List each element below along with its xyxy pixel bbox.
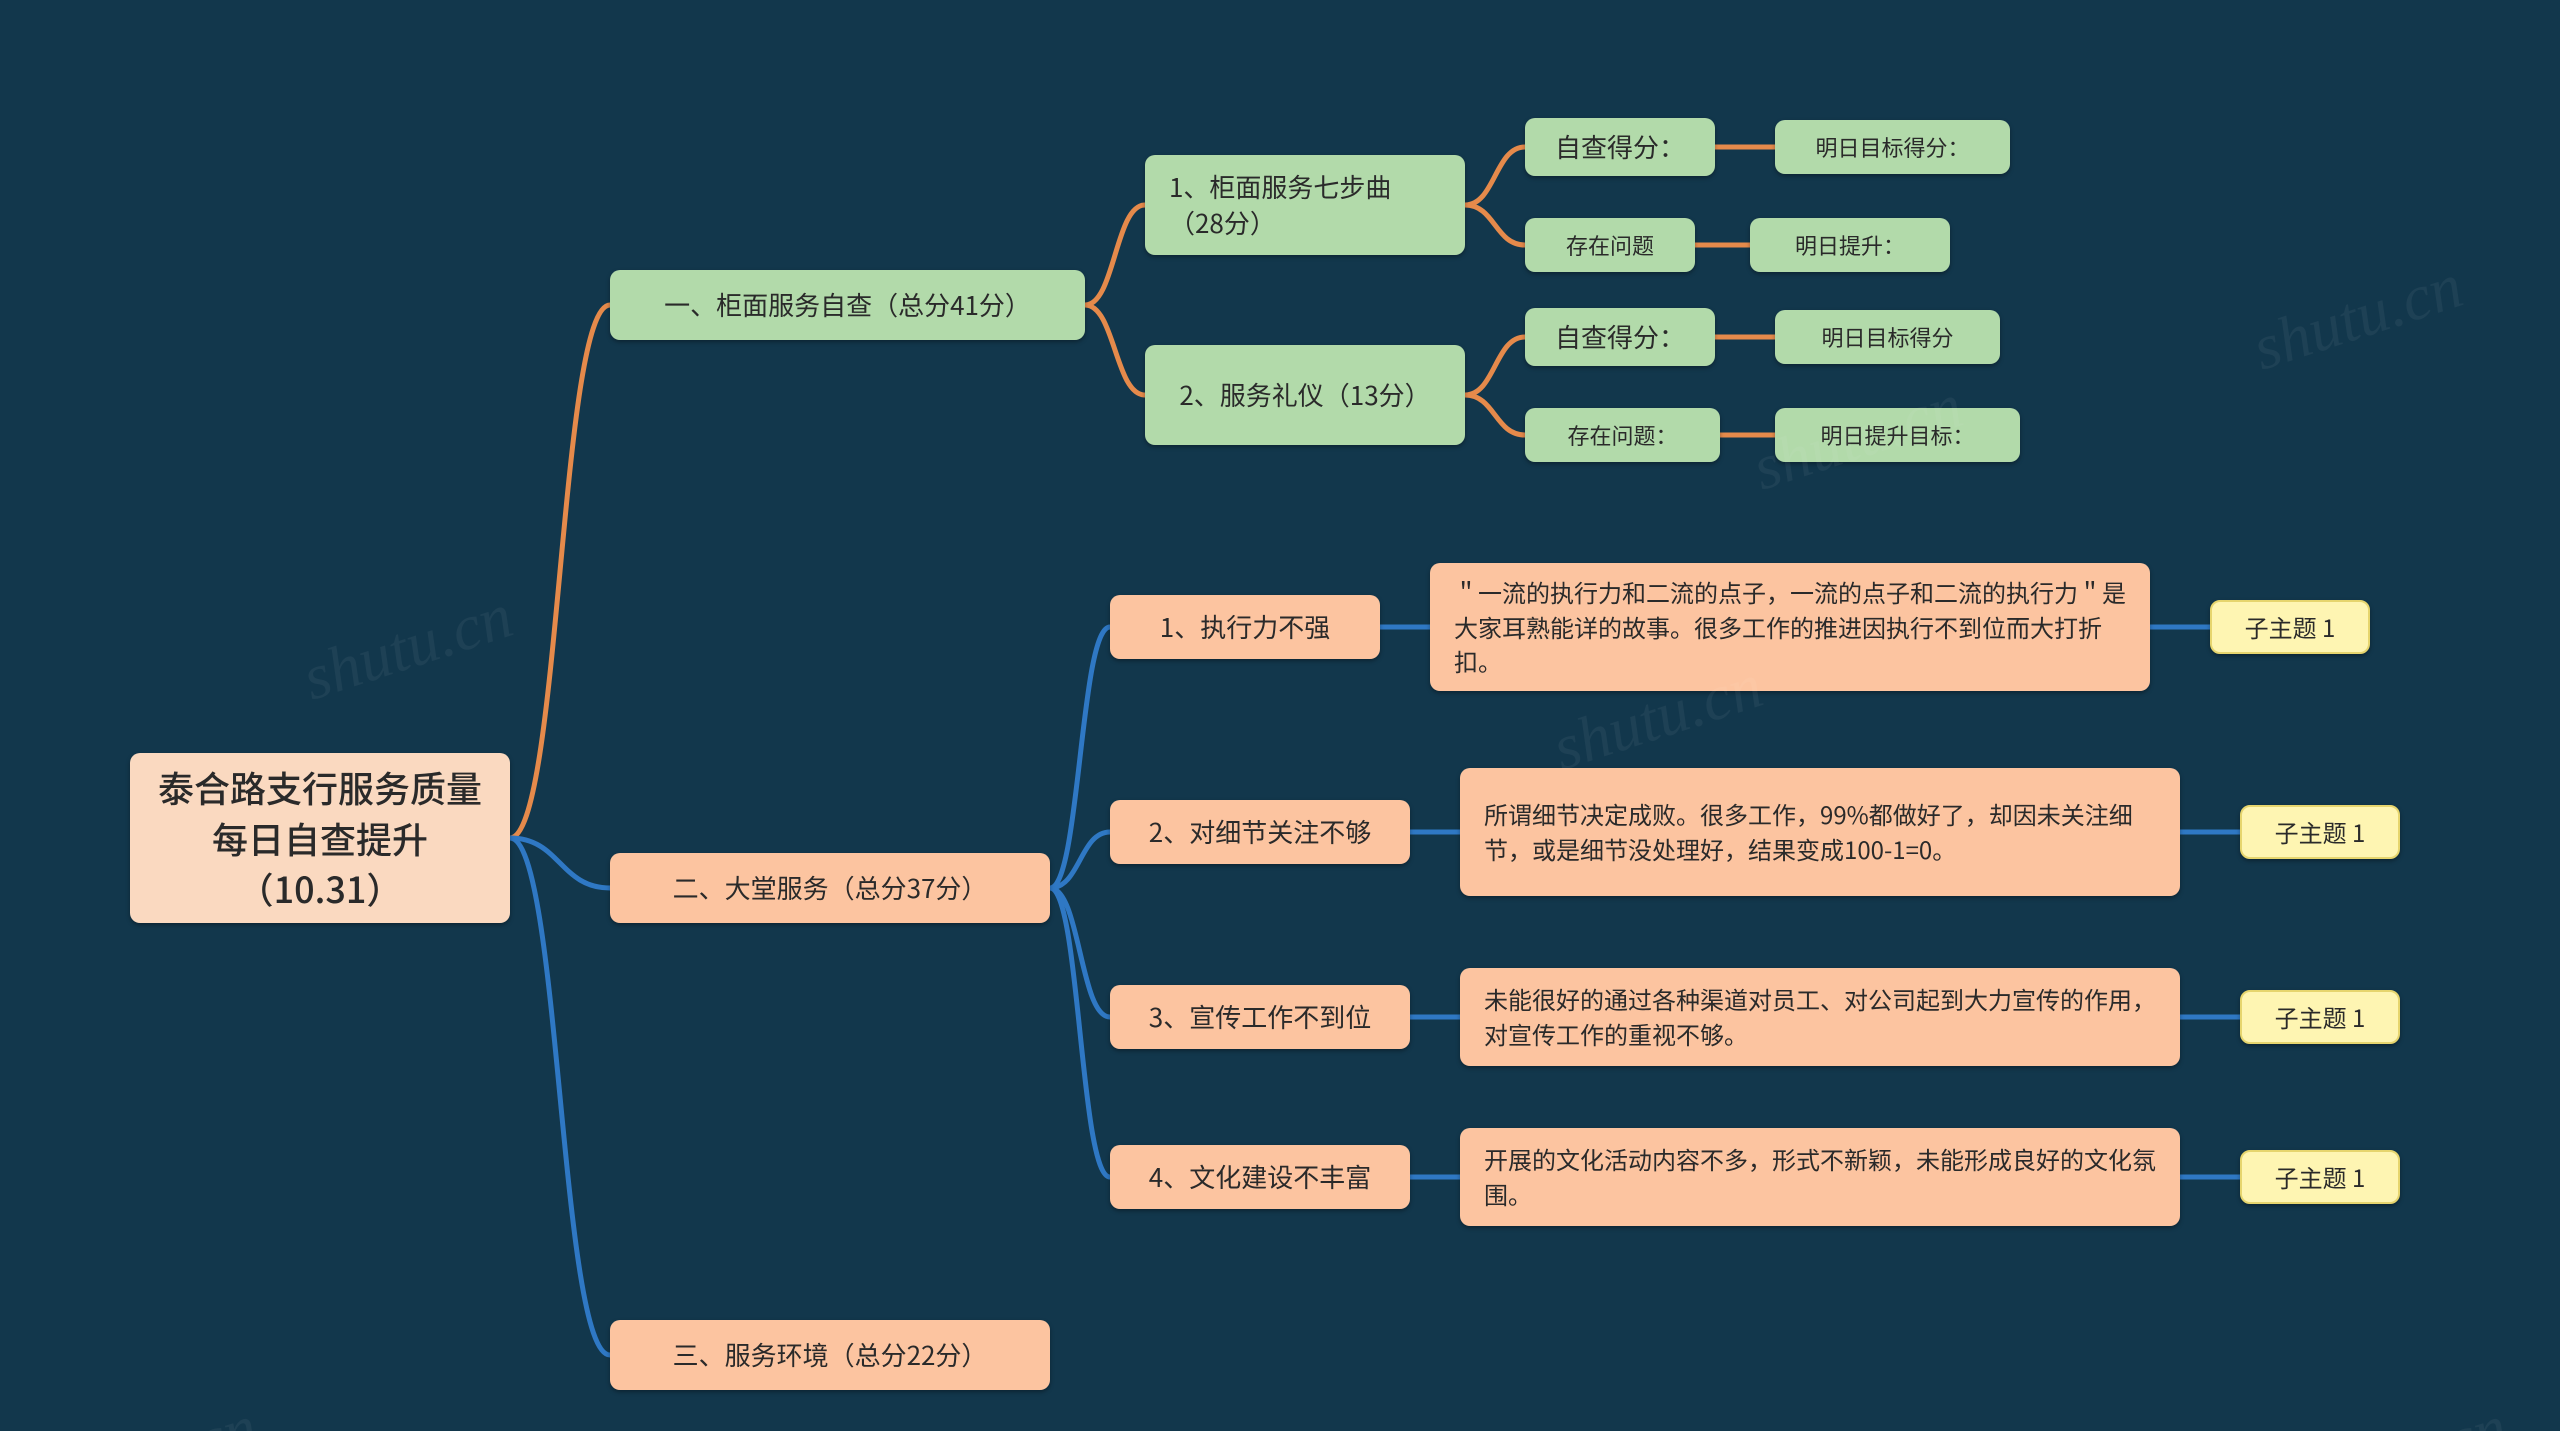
root-node: 泰合路支行服务质量每日自查提升（10.31） (130, 753, 510, 923)
b2c3s: 子主题 1 (2240, 990, 2400, 1044)
b1c1: 1、柜面服务七步曲（28分） (1145, 155, 1465, 255)
watermark: shutu.cn (2244, 249, 2471, 386)
b2c1d: ＂一流的执行力和二流的点子，一流的点子和二流的执行力＂是大家耳熟能详的故事。很多… (1430, 563, 2150, 691)
b1c2b2: 明日提升目标： (1775, 408, 2020, 462)
b1c1a: 自查得分： (1525, 118, 1715, 176)
b2c2d: 所谓细节决定成败。很多工作，99%都做好了，却因未关注细节，或是细节没处理好，结… (1460, 768, 2180, 896)
b2c1s: 子主题 1 (2210, 600, 2370, 654)
branch3: 三、服务环境（总分22分） (610, 1320, 1050, 1390)
b1c2a: 自查得分： (1525, 308, 1715, 366)
b1c2a2: 明日目标得分 (1775, 310, 2000, 364)
branch1: 一、柜面服务自查（总分41分） (610, 270, 1085, 340)
b1c1b2: 明日提升： (1750, 218, 1950, 272)
b2c4s: 子主题 1 (2240, 1150, 2400, 1204)
b2c4d: 开展的文化活动内容不多，形式不新颖，未能形成良好的文化氛围。 (1460, 1128, 2180, 1226)
branch2: 二、大堂服务（总分37分） (610, 853, 1050, 923)
b1c2b: 存在问题： (1525, 408, 1720, 462)
b1c1b: 存在问题 (1525, 218, 1695, 272)
b2c3d: 未能很好的通过各种渠道对员工、对公司起到大力宣传的作用，对宣传工作的重视不够。 (1460, 968, 2180, 1066)
b2c2s: 子主题 1 (2240, 805, 2400, 859)
watermark: .cn (2420, 1390, 2516, 1431)
b2c2: 2、对细节关注不够 (1110, 800, 1410, 864)
b2c1: 1、执行力不强 (1110, 595, 1380, 659)
b2c4: 4、文化建设不丰富 (1110, 1145, 1410, 1209)
b1c2: 2、服务礼仪（13分） (1145, 345, 1465, 445)
watermark: .cn (170, 1390, 266, 1431)
watermark: shutu.cn (294, 579, 521, 716)
b2c3: 3、宣传工作不到位 (1110, 985, 1410, 1049)
b1c1a2: 明日目标得分： (1775, 120, 2010, 174)
